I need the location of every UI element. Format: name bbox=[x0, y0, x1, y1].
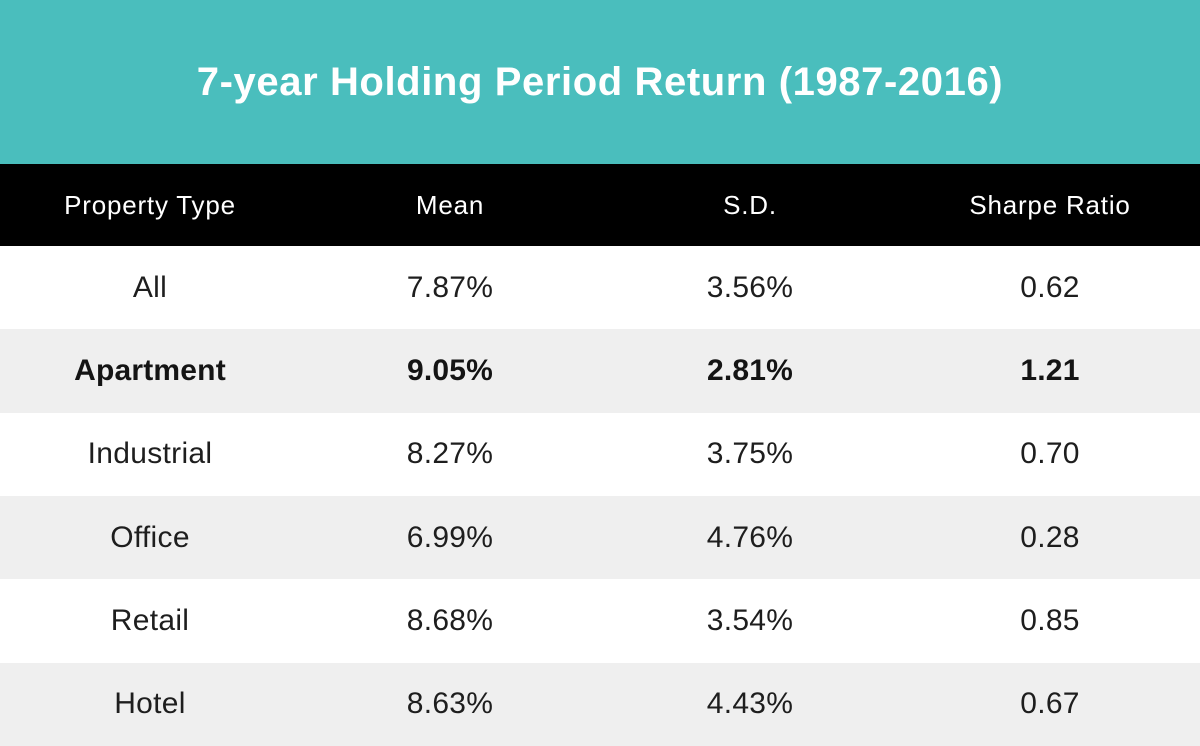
cell-mean: 8.27% bbox=[406, 437, 494, 471]
column-header-sd: S.D. bbox=[723, 189, 777, 220]
cell-mean: 6.99% bbox=[406, 520, 494, 554]
cell-property-type: Retail bbox=[110, 603, 190, 637]
table-row: Apartment 9.05% 2.81% 1.21 bbox=[0, 329, 1200, 413]
cell-sd: 4.43% bbox=[706, 687, 794, 721]
page-title: 7-year Holding Period Return (1987-2016) bbox=[196, 59, 1004, 104]
cell-sd: 3.75% bbox=[706, 437, 794, 471]
table-row: Hotel 8.63% 4.43% 0.67 bbox=[0, 662, 1200, 746]
cell-sharpe-ratio: 0.28 bbox=[1020, 520, 1080, 554]
table-row: Industrial 8.27% 3.75% 0.70 bbox=[0, 412, 1200, 496]
table-row: All 7.87% 3.56% 0.62 bbox=[0, 246, 1200, 330]
cell-sharpe-ratio: 1.21 bbox=[1020, 353, 1080, 387]
table-body: All 7.87% 3.56% 0.62 Apartment 9.05% 2.8… bbox=[0, 246, 1200, 746]
column-header-mean: Mean bbox=[415, 189, 485, 220]
cell-mean: 8.63% bbox=[406, 687, 494, 721]
cell-property-type: Office bbox=[110, 520, 190, 554]
cell-mean: 8.68% bbox=[406, 603, 494, 637]
cell-sd: 3.54% bbox=[706, 603, 794, 637]
cell-sharpe-ratio: 0.62 bbox=[1020, 270, 1080, 304]
table-row: Office 6.99% 4.76% 0.28 bbox=[0, 495, 1200, 580]
title-banner: 7-year Holding Period Return (1987-2016) bbox=[0, 0, 1200, 164]
cell-property-type: Industrial bbox=[87, 437, 213, 471]
cell-sharpe-ratio: 0.70 bbox=[1020, 437, 1080, 471]
cell-property-type: Apartment bbox=[74, 353, 226, 387]
cell-mean: 9.05% bbox=[406, 353, 494, 387]
cell-sharpe-ratio: 0.85 bbox=[1020, 603, 1080, 637]
column-header-sharpe-ratio: Sharpe Ratio bbox=[969, 189, 1131, 220]
cell-property-type: All bbox=[132, 270, 168, 304]
cell-sharpe-ratio: 0.67 bbox=[1020, 687, 1080, 721]
column-header-property-type: Property Type bbox=[64, 189, 236, 220]
returns-table: Property Type Mean S.D. Sharpe Ratio All… bbox=[0, 164, 1200, 746]
cell-sd: 2.81% bbox=[706, 353, 794, 387]
cell-sd: 4.76% bbox=[706, 520, 794, 554]
cell-mean: 7.87% bbox=[406, 270, 494, 304]
cell-sd: 3.56% bbox=[706, 270, 794, 304]
table-header-row: Property Type Mean S.D. Sharpe Ratio bbox=[0, 164, 1200, 246]
table-row: Retail 8.68% 3.54% 0.85 bbox=[0, 579, 1200, 663]
cell-property-type: Hotel bbox=[114, 687, 186, 721]
